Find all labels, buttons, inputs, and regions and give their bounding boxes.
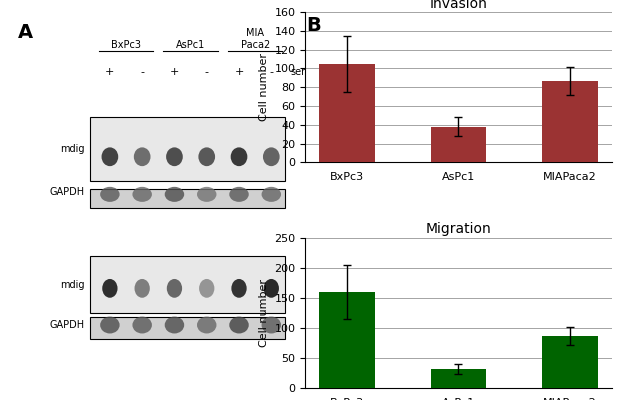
Bar xyxy=(542,336,598,388)
Ellipse shape xyxy=(231,147,247,166)
Ellipse shape xyxy=(132,187,152,202)
Bar xyxy=(319,64,375,162)
Text: serum: serum xyxy=(291,67,321,77)
Ellipse shape xyxy=(261,316,281,334)
Ellipse shape xyxy=(132,316,152,334)
Text: mdig: mdig xyxy=(61,144,85,154)
Ellipse shape xyxy=(261,187,281,202)
FancyBboxPatch shape xyxy=(90,189,285,208)
FancyBboxPatch shape xyxy=(90,256,285,313)
Ellipse shape xyxy=(199,279,215,298)
Ellipse shape xyxy=(165,187,184,202)
Ellipse shape xyxy=(135,279,150,298)
Ellipse shape xyxy=(198,147,215,166)
Text: +: + xyxy=(170,67,179,77)
Bar xyxy=(431,127,486,162)
Bar xyxy=(542,81,598,162)
Ellipse shape xyxy=(197,187,217,202)
Ellipse shape xyxy=(100,187,120,202)
Ellipse shape xyxy=(264,279,279,298)
Text: -: - xyxy=(140,67,144,77)
Ellipse shape xyxy=(100,316,120,334)
Text: AsPc1: AsPc1 xyxy=(176,40,205,50)
Text: MIA
Paca2: MIA Paca2 xyxy=(240,28,270,50)
Ellipse shape xyxy=(197,316,217,334)
Ellipse shape xyxy=(229,316,249,334)
Text: +: + xyxy=(235,67,244,77)
Text: B: B xyxy=(306,16,321,35)
Text: BxPc3: BxPc3 xyxy=(111,40,141,50)
Ellipse shape xyxy=(134,147,150,166)
Ellipse shape xyxy=(229,187,249,202)
Ellipse shape xyxy=(166,147,183,166)
Text: -: - xyxy=(270,67,273,77)
Bar xyxy=(431,369,486,388)
Text: A: A xyxy=(18,23,33,42)
Text: -: - xyxy=(205,67,209,77)
Text: mdig: mdig xyxy=(61,280,85,290)
Ellipse shape xyxy=(167,279,182,298)
FancyBboxPatch shape xyxy=(90,316,285,339)
Y-axis label: Cell number: Cell number xyxy=(259,53,269,121)
Title: Invasion: Invasion xyxy=(429,0,487,11)
Ellipse shape xyxy=(102,279,117,298)
Bar xyxy=(319,292,375,388)
Ellipse shape xyxy=(102,147,118,166)
Text: GAPDH: GAPDH xyxy=(50,320,85,330)
Ellipse shape xyxy=(263,147,280,166)
Text: +: + xyxy=(105,67,115,77)
Title: Migration: Migration xyxy=(426,222,491,236)
Ellipse shape xyxy=(232,279,246,298)
Ellipse shape xyxy=(165,316,184,334)
Text: GAPDH: GAPDH xyxy=(50,188,85,198)
Y-axis label: Cell number: Cell number xyxy=(259,279,269,347)
FancyBboxPatch shape xyxy=(90,117,285,181)
